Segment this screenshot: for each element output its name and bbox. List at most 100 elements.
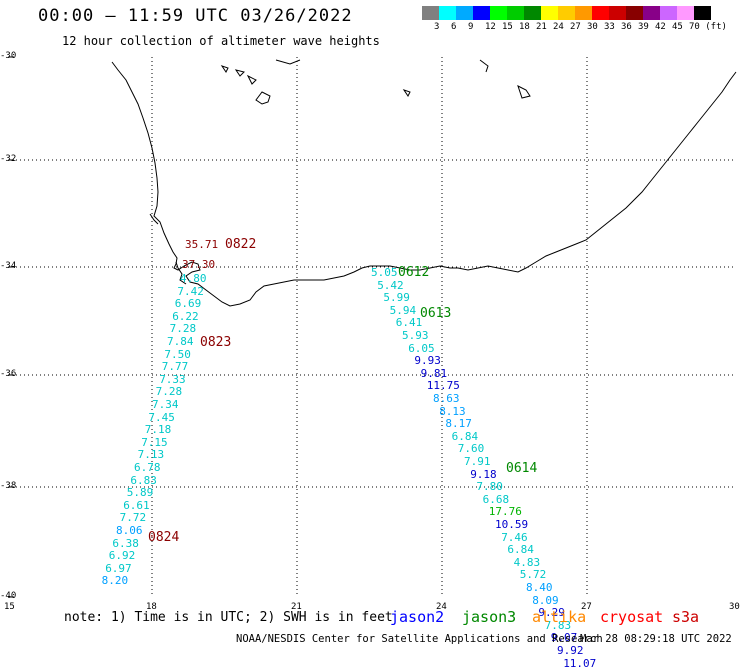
longitude-label: 18	[146, 602, 157, 612]
wave-height-value: 7.84	[167, 335, 194, 348]
pass-time-label: 0822	[225, 237, 257, 252]
longitude-label: 27	[581, 602, 592, 612]
wave-height-value: 8.06	[116, 524, 143, 537]
wave-height-value: 9.29	[538, 606, 565, 620]
map-title: 00:00 – 11:59 UTC 03/26/2022	[38, 6, 353, 26]
coastline	[111, 59, 737, 307]
wave-height-value: 7.15	[141, 435, 168, 449]
legend-swatch	[592, 6, 609, 20]
wave-height-value: 9.18	[470, 467, 497, 481]
latitude-label: -30	[0, 51, 17, 61]
wave-height-value: 6.69	[174, 297, 202, 311]
latitude-label: -36	[0, 369, 17, 379]
legend-label: 9	[468, 22, 474, 32]
wave-height-value: 6.05	[408, 341, 435, 355]
wave-height-value: 6.92	[108, 549, 136, 563]
wave-height-value: 6.22	[172, 309, 199, 323]
wave-height-value: 7.77	[161, 360, 189, 374]
wave-height-value: 7.83	[544, 618, 572, 632]
pass-time-label: 0614	[506, 461, 538, 476]
inland-water-outline	[220, 59, 531, 105]
longitude-label: 15	[4, 602, 15, 612]
legend-label: 70 (ft)	[689, 22, 727, 32]
legend-swatch	[643, 6, 660, 20]
pass-time-label: 0823	[200, 335, 232, 350]
wave-height-value: 11.75	[426, 379, 460, 393]
pass-time-label: 0612	[398, 265, 430, 280]
wave-height-value: 6.68	[482, 492, 510, 506]
axis-ticks	[8, 56, 14, 598]
wave-height-value: 7.28	[169, 322, 197, 336]
legend-swatch	[609, 6, 626, 20]
legend-swatch	[456, 6, 473, 20]
wave-height-value: 7.42	[177, 284, 204, 298]
pass-time-label: 0613	[420, 306, 452, 321]
wave-height-value: 5.99	[383, 291, 410, 305]
wave-height-value: 37.30	[182, 258, 216, 271]
wave-height-value: 4.80	[180, 272, 207, 285]
legend-label: 18	[519, 22, 530, 32]
wave-height-value: 10.59	[495, 518, 529, 531]
satellite-jason3: jason3	[462, 608, 517, 626]
wave-height-value: 6.83	[130, 473, 157, 487]
wave-height-value: 7.46	[501, 530, 528, 544]
wave-height-value: 7.18	[144, 423, 172, 437]
legend-swatch	[490, 6, 507, 20]
wave-height-value: 5.94	[389, 303, 417, 317]
wave-height-value: 6.38	[112, 536, 139, 550]
south-africa-coastline	[111, 61, 737, 307]
legend-label: 24	[553, 22, 564, 32]
wave-height-value: 5.93	[402, 329, 429, 342]
saldanha-bay	[149, 213, 159, 225]
wave-height-value: 8.09	[532, 593, 559, 607]
wave-height-value: 9.92	[557, 644, 584, 657]
wave-height-value: 5.72	[519, 568, 547, 582]
longitude-label: 21	[291, 602, 302, 612]
legend-label: 21	[536, 22, 547, 32]
cape-peninsula	[175, 261, 187, 285]
wave-height-value: 6.78	[134, 461, 161, 474]
wave-height-value: 6.61	[123, 498, 150, 512]
legend-swatch	[507, 6, 524, 20]
wave-height-value: 5.42	[377, 278, 404, 292]
map-subtitle: 12 hour collection of altimeter wave hei…	[62, 34, 380, 48]
wave-height-value: 11.07	[563, 656, 597, 670]
longitude-label: 24	[436, 602, 447, 612]
wave-height-value: 7.60	[457, 442, 485, 456]
wave-height-value: 8.17	[445, 417, 472, 431]
wave-height-value: 7.13	[137, 448, 165, 462]
legend-swatch	[677, 6, 694, 20]
wave-height-value: 7.50	[164, 347, 191, 361]
wave-height-value: 6.97	[105, 561, 132, 575]
legend-swatch	[541, 6, 558, 20]
legend-label: 30	[587, 22, 598, 32]
latitude-label: -32	[0, 154, 17, 164]
satellite-cryosat: cryosat	[600, 608, 664, 626]
wave-height-value: 6.84	[451, 429, 479, 443]
latitude-label: -40	[0, 591, 17, 601]
legend-swatch	[626, 6, 643, 20]
color-legend	[422, 6, 711, 20]
wave-height-value: 9.07	[550, 631, 578, 645]
wave-height-value: 7.33	[159, 372, 186, 386]
wave-height-value: 7.34	[152, 398, 179, 411]
legend-swatch	[694, 6, 711, 20]
credit-line: NOAA/NESDIS Center for Satellite Applica…	[236, 633, 603, 645]
wave-height-value: 7.45	[148, 410, 175, 424]
latitude-label: -34	[0, 261, 17, 271]
longitude-label: 30	[729, 602, 740, 612]
wave-height-value: 7.28	[155, 385, 183, 399]
wave-height-value: 8.40	[526, 581, 553, 594]
legend-label: 39	[638, 22, 649, 32]
satellite-s3a: s3a	[672, 608, 700, 626]
legend-swatch	[660, 6, 677, 20]
legend-label: 6	[451, 22, 457, 32]
lat-lon-grid	[8, 57, 735, 597]
legend-label: 42	[655, 22, 666, 32]
wave-height-map[interactable]	[0, 0, 740, 650]
legend-swatch	[473, 6, 490, 20]
wave-height-value: 35.71	[185, 238, 219, 251]
wave-height-value: 6.84	[507, 543, 534, 557]
wave-height-value: 4.83	[513, 555, 541, 569]
wave-height-value: 7.72	[119, 511, 147, 525]
